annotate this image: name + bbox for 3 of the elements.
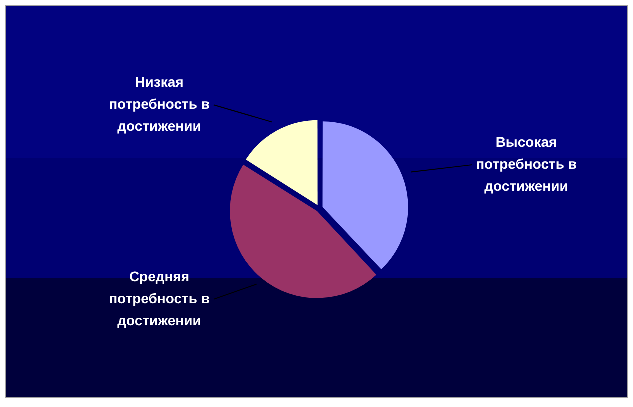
slice-label: Низкая потребность в достижении: [109, 74, 210, 134]
slice-label: Высокая потребность в достижении: [476, 134, 578, 194]
slice-label: Средняя потребность в достижении: [109, 268, 210, 328]
